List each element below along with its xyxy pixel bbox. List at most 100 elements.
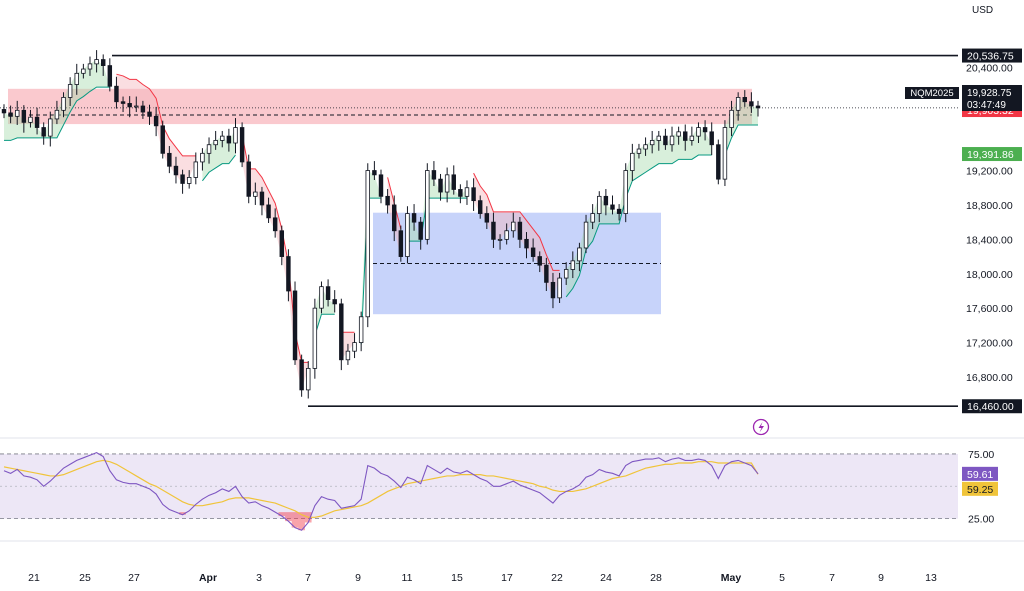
candle[interactable]: [630, 143, 635, 181]
candle[interactable]: [683, 124, 688, 151]
candle[interactable]: [34, 107, 40, 135]
candle[interactable]: [54, 100, 60, 125]
candle[interactable]: [497, 234, 503, 250]
candle[interactable]: [385, 189, 390, 214]
candle[interactable]: [81, 63, 86, 79]
candle[interactable]: [735, 92, 741, 121]
candle[interactable]: [477, 195, 483, 219]
candle[interactable]: [392, 195, 397, 242]
candle[interactable]: [491, 212, 496, 248]
candle[interactable]: [411, 204, 417, 231]
candle[interactable]: [742, 90, 747, 107]
candle[interactable]: [167, 146, 172, 174]
candle[interactable]: [286, 249, 291, 302]
candle[interactable]: [669, 126, 675, 152]
candle[interactable]: [107, 58, 113, 92]
candle[interactable]: [431, 161, 437, 187]
candle[interactable]: [425, 163, 430, 245]
candle[interactable]: [702, 120, 708, 141]
candle[interactable]: [603, 189, 609, 216]
candle[interactable]: [233, 118, 238, 154]
candle[interactable]: [206, 137, 212, 164]
candle[interactable]: [696, 122, 701, 144]
candle[interactable]: [616, 204, 622, 221]
candle[interactable]: [517, 216, 523, 248]
candle[interactable]: [345, 343, 351, 365]
candle[interactable]: [444, 167, 450, 203]
candle[interactable]: [636, 143, 642, 159]
candle[interactable]: [378, 169, 384, 204]
candle[interactable]: [563, 262, 569, 285]
candle[interactable]: [597, 191, 602, 223]
candle[interactable]: [623, 163, 628, 223]
candle[interactable]: [292, 281, 298, 365]
candle[interactable]: [259, 186, 265, 216]
candle[interactable]: [524, 232, 529, 259]
candle[interactable]: [74, 63, 79, 95]
candle[interactable]: [458, 184, 463, 204]
candle[interactable]: [656, 130, 662, 151]
candle[interactable]: [722, 120, 728, 187]
candle[interactable]: [253, 182, 258, 205]
candle[interactable]: [550, 272, 556, 309]
candle[interactable]: [87, 56, 93, 76]
candle[interactable]: [709, 122, 714, 156]
candle[interactable]: [120, 96, 126, 113]
candle[interactable]: [504, 223, 509, 245]
candle[interactable]: [319, 281, 324, 314]
candle[interactable]: [213, 130, 218, 150]
candle[interactable]: [186, 170, 192, 189]
candle[interactable]: [484, 206, 490, 230]
candle[interactable]: [1, 104, 7, 119]
candle[interactable]: [200, 148, 205, 171]
candle[interactable]: [590, 204, 595, 230]
candle[interactable]: [372, 161, 377, 180]
candle[interactable]: [649, 130, 655, 154]
candle[interactable]: [306, 361, 311, 399]
candle[interactable]: [48, 111, 53, 147]
candle[interactable]: [61, 92, 66, 118]
candle[interactable]: [160, 120, 165, 159]
candle[interactable]: [239, 122, 245, 168]
candle[interactable]: [325, 279, 331, 307]
candle[interactable]: [180, 169, 185, 194]
candle[interactable]: [100, 54, 106, 76]
candle[interactable]: [246, 154, 251, 204]
candle[interactable]: [464, 180, 470, 205]
candle[interactable]: [94, 50, 99, 73]
candle[interactable]: [438, 173, 443, 201]
candle[interactable]: [405, 206, 410, 264]
candle[interactable]: [418, 216, 423, 250]
candle[interactable]: [755, 100, 761, 117]
candle[interactable]: [544, 257, 549, 291]
candle[interactable]: [511, 212, 516, 238]
candle[interactable]: [689, 126, 695, 146]
candle[interactable]: [365, 163, 370, 328]
candle[interactable]: [471, 178, 476, 211]
candle[interactable]: [67, 77, 73, 107]
candle[interactable]: [358, 311, 364, 352]
candle[interactable]: [220, 130, 225, 148]
candle[interactable]: [676, 126, 681, 145]
candle[interactable]: [557, 272, 562, 304]
candle[interactable]: [663, 128, 668, 150]
candle[interactable]: [140, 100, 146, 119]
candle[interactable]: [173, 156, 179, 184]
candle[interactable]: [583, 214, 589, 254]
candle[interactable]: [716, 139, 721, 185]
candle[interactable]: [643, 137, 648, 156]
candle[interactable]: [610, 195, 615, 215]
candle[interactable]: [312, 298, 318, 379]
candle[interactable]: [8, 105, 13, 124]
candle[interactable]: [153, 106, 159, 137]
candle[interactable]: [530, 238, 536, 262]
candle[interactable]: [134, 96, 139, 113]
candle[interactable]: [352, 333, 357, 359]
candle[interactable]: [28, 109, 33, 128]
candle[interactable]: [332, 290, 337, 313]
candle[interactable]: [147, 104, 152, 125]
candle[interactable]: [266, 197, 271, 224]
candle[interactable]: [577, 242, 582, 272]
